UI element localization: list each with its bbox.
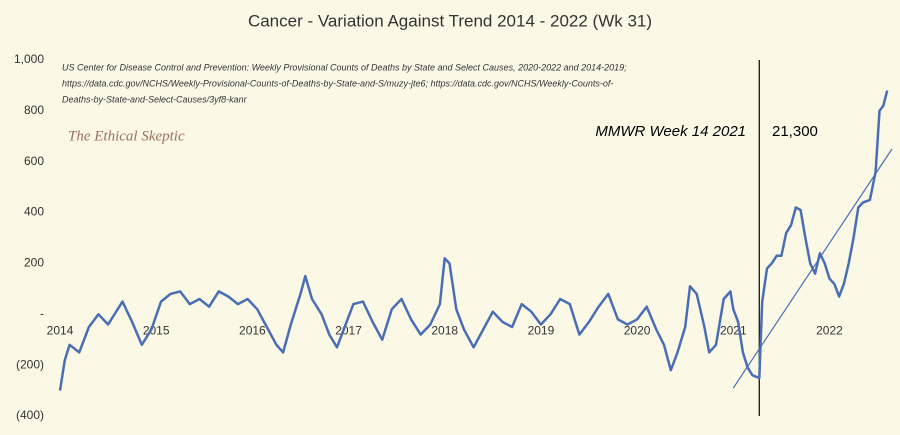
x-tick-label: 2016 xyxy=(239,323,266,337)
x-tick-label: 2019 xyxy=(528,323,555,337)
x-tick-label: 2017 xyxy=(335,323,362,337)
x-tick-label: 2020 xyxy=(624,323,651,337)
x-tick-label: 2021 xyxy=(720,323,747,337)
y-tick-label: - xyxy=(40,306,44,320)
annotation: 21,300 xyxy=(772,123,818,140)
y-tick-label: 1,000 xyxy=(14,52,44,66)
source-line: Deaths-by-State-and-Select-Causes/3yf8-k… xyxy=(62,94,248,104)
x-tick-label: 2018 xyxy=(431,323,458,337)
annotation: MMWR Week 14 2021 xyxy=(595,123,746,140)
source-line: https://data.cdc.gov/NCHS/Weekly-Provisi… xyxy=(62,78,613,88)
y-tick-label: 800 xyxy=(24,103,44,117)
trend-line xyxy=(732,148,893,389)
y-tick-label: 400 xyxy=(24,205,44,219)
data-line xyxy=(58,90,889,391)
x-tick-label: 2014 xyxy=(47,323,74,337)
y-tick-label: 600 xyxy=(24,154,44,168)
y-tick-label: (200) xyxy=(16,357,44,371)
y-tick-label: (400) xyxy=(16,408,44,422)
chart-title: Cancer - Variation Against Trend 2014 - … xyxy=(248,11,652,30)
x-tick-label: 2022 xyxy=(816,323,843,337)
source-line: US Center for Disease Control and Preven… xyxy=(62,62,627,72)
y-tick-label: 200 xyxy=(24,256,44,270)
watermark: The Ethical Skeptic xyxy=(68,128,185,144)
